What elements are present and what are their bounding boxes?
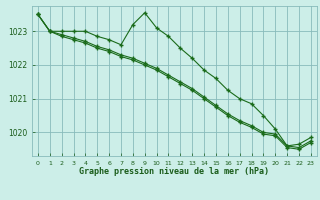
X-axis label: Graphe pression niveau de la mer (hPa): Graphe pression niveau de la mer (hPa) [79, 167, 269, 176]
